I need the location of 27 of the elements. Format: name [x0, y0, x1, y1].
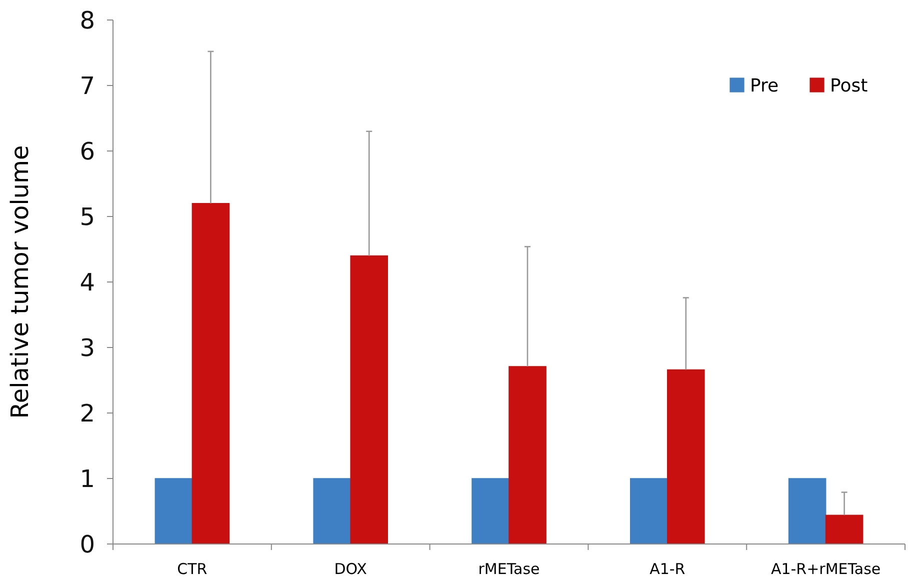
x-tick-label: CTR	[177, 560, 208, 578]
bar	[825, 514, 864, 544]
x-tick-label: A1-R+rMETase	[770, 560, 881, 578]
x-tick-label: DOX	[334, 560, 367, 578]
bar	[508, 366, 546, 544]
y-tick-label: 1	[80, 464, 95, 493]
x-tick-label: A1-R	[650, 560, 686, 578]
y-tick-label: 5	[80, 202, 95, 231]
bar	[472, 478, 510, 544]
x-tick-label: rMETase	[478, 560, 540, 578]
bar	[667, 369, 705, 544]
y-tick-label: 2	[80, 399, 95, 428]
legend-label: Post	[830, 75, 868, 96]
y-axis-title: Relative tumor volume	[6, 145, 34, 419]
bar	[313, 478, 351, 544]
y-tick-label: 4	[80, 268, 95, 296]
y-tick-label: 8	[80, 6, 95, 34]
y-tick-label: 3	[80, 334, 95, 362]
y-tick-label: 0	[80, 530, 95, 558]
y-tick-label: 6	[80, 137, 95, 166]
bar	[630, 478, 668, 544]
bar	[788, 478, 826, 544]
bar	[350, 255, 388, 544]
bar	[154, 478, 193, 544]
bar	[192, 203, 230, 544]
legend-label: Pre	[750, 75, 779, 96]
y-tick-label: 7	[80, 72, 95, 100]
